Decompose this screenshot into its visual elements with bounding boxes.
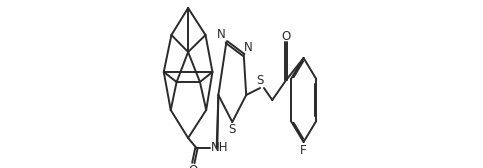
Text: N: N <box>217 28 226 41</box>
Text: S: S <box>228 123 236 136</box>
Text: N: N <box>244 41 253 54</box>
Text: NH: NH <box>211 141 228 154</box>
Text: F: F <box>300 144 307 157</box>
Text: O: O <box>282 30 291 43</box>
Text: S: S <box>256 74 264 87</box>
Text: O: O <box>189 164 198 168</box>
